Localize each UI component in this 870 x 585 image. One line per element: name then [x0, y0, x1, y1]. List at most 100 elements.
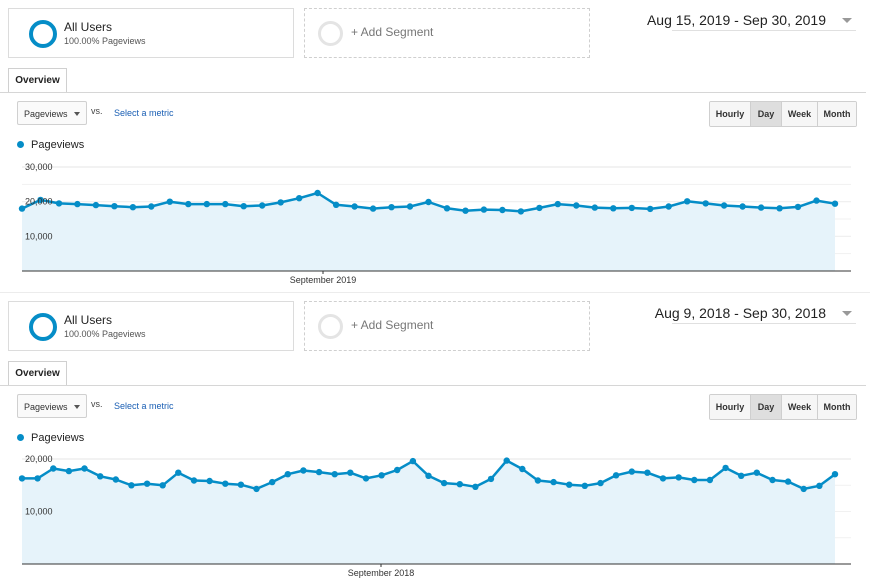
segment-ring-icon	[29, 313, 57, 341]
data-point	[143, 480, 151, 487]
data-point	[610, 205, 617, 212]
segment-ring-icon	[29, 20, 57, 48]
data-point	[816, 482, 823, 489]
x-tick-label: September 2019	[290, 275, 357, 285]
data-point	[591, 204, 598, 211]
day-button[interactable]: Day	[751, 395, 782, 419]
data-point	[222, 480, 229, 487]
add-segment-label: + Add Segment	[351, 318, 434, 332]
data-point	[573, 202, 580, 209]
data-point	[443, 205, 451, 212]
data-point	[190, 477, 198, 484]
legend-label: Pageviews	[31, 432, 85, 444]
vs-label: vs.	[91, 399, 103, 409]
data-point	[425, 472, 432, 479]
data-point	[269, 478, 276, 486]
metric-select-value: Pageviews	[24, 109, 68, 119]
panel-divider	[0, 292, 870, 293]
chevron-down-icon	[74, 405, 80, 409]
empty-segment-ring-icon	[318, 314, 343, 339]
data-point	[237, 481, 245, 488]
metric-select[interactable]: Pageviews	[17, 101, 87, 125]
data-point	[284, 471, 291, 478]
data-point	[597, 479, 604, 487]
data-point	[691, 476, 698, 484]
segment-name: All Users	[64, 313, 113, 327]
data-point	[554, 200, 561, 208]
data-point	[37, 196, 44, 204]
data-point	[206, 477, 213, 485]
data-point	[776, 205, 783, 212]
metric-select[interactable]: Pageviews	[17, 394, 87, 418]
data-point	[351, 203, 358, 210]
data-point	[203, 200, 210, 208]
pageviews-chart: 20,000 10,000 September 2018	[18, 454, 851, 578]
data-point	[794, 203, 802, 211]
data-point	[462, 207, 469, 214]
segment-percentage: 100.00% Pageviews	[64, 36, 146, 46]
week-button[interactable]: Week	[782, 102, 818, 126]
y-tick-label: 20,000	[25, 454, 53, 464]
data-point	[111, 203, 118, 210]
empty-segment-ring-icon	[318, 21, 343, 46]
data-point	[34, 475, 41, 482]
pageviews-chart: 30,000 20,000 10,000 September 2019	[18, 162, 851, 285]
data-point	[706, 476, 714, 484]
data-point	[18, 205, 26, 212]
data-point	[388, 204, 395, 211]
data-point	[259, 202, 266, 209]
report-panel-2018: All Users 100.00% Pageviews + Add Segmen…	[0, 293, 870, 585]
data-point	[581, 482, 588, 489]
data-point	[332, 201, 340, 208]
hourly-button[interactable]: Hourly	[710, 395, 751, 419]
data-point	[166, 198, 173, 205]
data-point	[536, 204, 543, 212]
data-point	[612, 472, 620, 479]
date-range-picker[interactable]: Aug 15, 2019 - Sep 30, 2019	[647, 10, 856, 31]
data-point	[722, 464, 729, 472]
day-button[interactable]: Day	[751, 102, 782, 126]
date-range-picker[interactable]: Aug 9, 2018 - Sep 30, 2018	[655, 303, 856, 324]
data-point	[425, 198, 432, 206]
data-point	[647, 205, 654, 213]
add-segment-button[interactable]: + Add Segment	[304, 8, 590, 58]
data-point	[74, 200, 81, 208]
month-button[interactable]: Month	[818, 102, 856, 126]
select-metric-link[interactable]: Select a metric	[114, 401, 174, 411]
select-metric-link[interactable]: Select a metric	[114, 108, 174, 118]
data-point	[550, 478, 557, 486]
data-point	[347, 469, 354, 476]
data-point	[675, 474, 682, 481]
legend-swatch	[17, 434, 24, 441]
chevron-down-icon	[74, 112, 80, 116]
data-point	[92, 201, 100, 209]
tab-overview[interactable]: Overview	[8, 68, 67, 92]
data-point	[222, 200, 229, 208]
data-point	[300, 467, 307, 474]
data-point	[369, 205, 377, 212]
series-area	[22, 193, 835, 271]
data-point	[50, 465, 57, 472]
data-point	[517, 208, 525, 215]
data-point	[800, 485, 807, 493]
month-button[interactable]: Month	[818, 395, 856, 419]
tab-overview[interactable]: Overview	[8, 361, 67, 385]
data-point	[296, 195, 303, 202]
data-point	[487, 475, 495, 483]
data-point	[659, 475, 667, 482]
y-tick-label: 20,000	[25, 197, 53, 207]
data-point	[128, 482, 135, 489]
date-range-text: Aug 15, 2019 - Sep 30, 2019	[646, 12, 826, 28]
add-segment-button[interactable]: + Add Segment	[304, 301, 590, 351]
x-tick-label: September 2018	[348, 568, 415, 578]
segment-all-users[interactable]: All Users 100.00% Pageviews	[8, 8, 294, 58]
data-point	[55, 200, 63, 207]
legend-label: Pageviews	[31, 139, 85, 151]
data-point	[406, 203, 414, 210]
data-point	[315, 468, 323, 476]
hourly-button[interactable]: Hourly	[710, 102, 751, 126]
segment-all-users[interactable]: All Users 100.00% Pageviews	[8, 301, 294, 351]
data-point	[644, 469, 651, 476]
data-point	[628, 204, 635, 212]
week-button[interactable]: Week	[782, 395, 818, 419]
